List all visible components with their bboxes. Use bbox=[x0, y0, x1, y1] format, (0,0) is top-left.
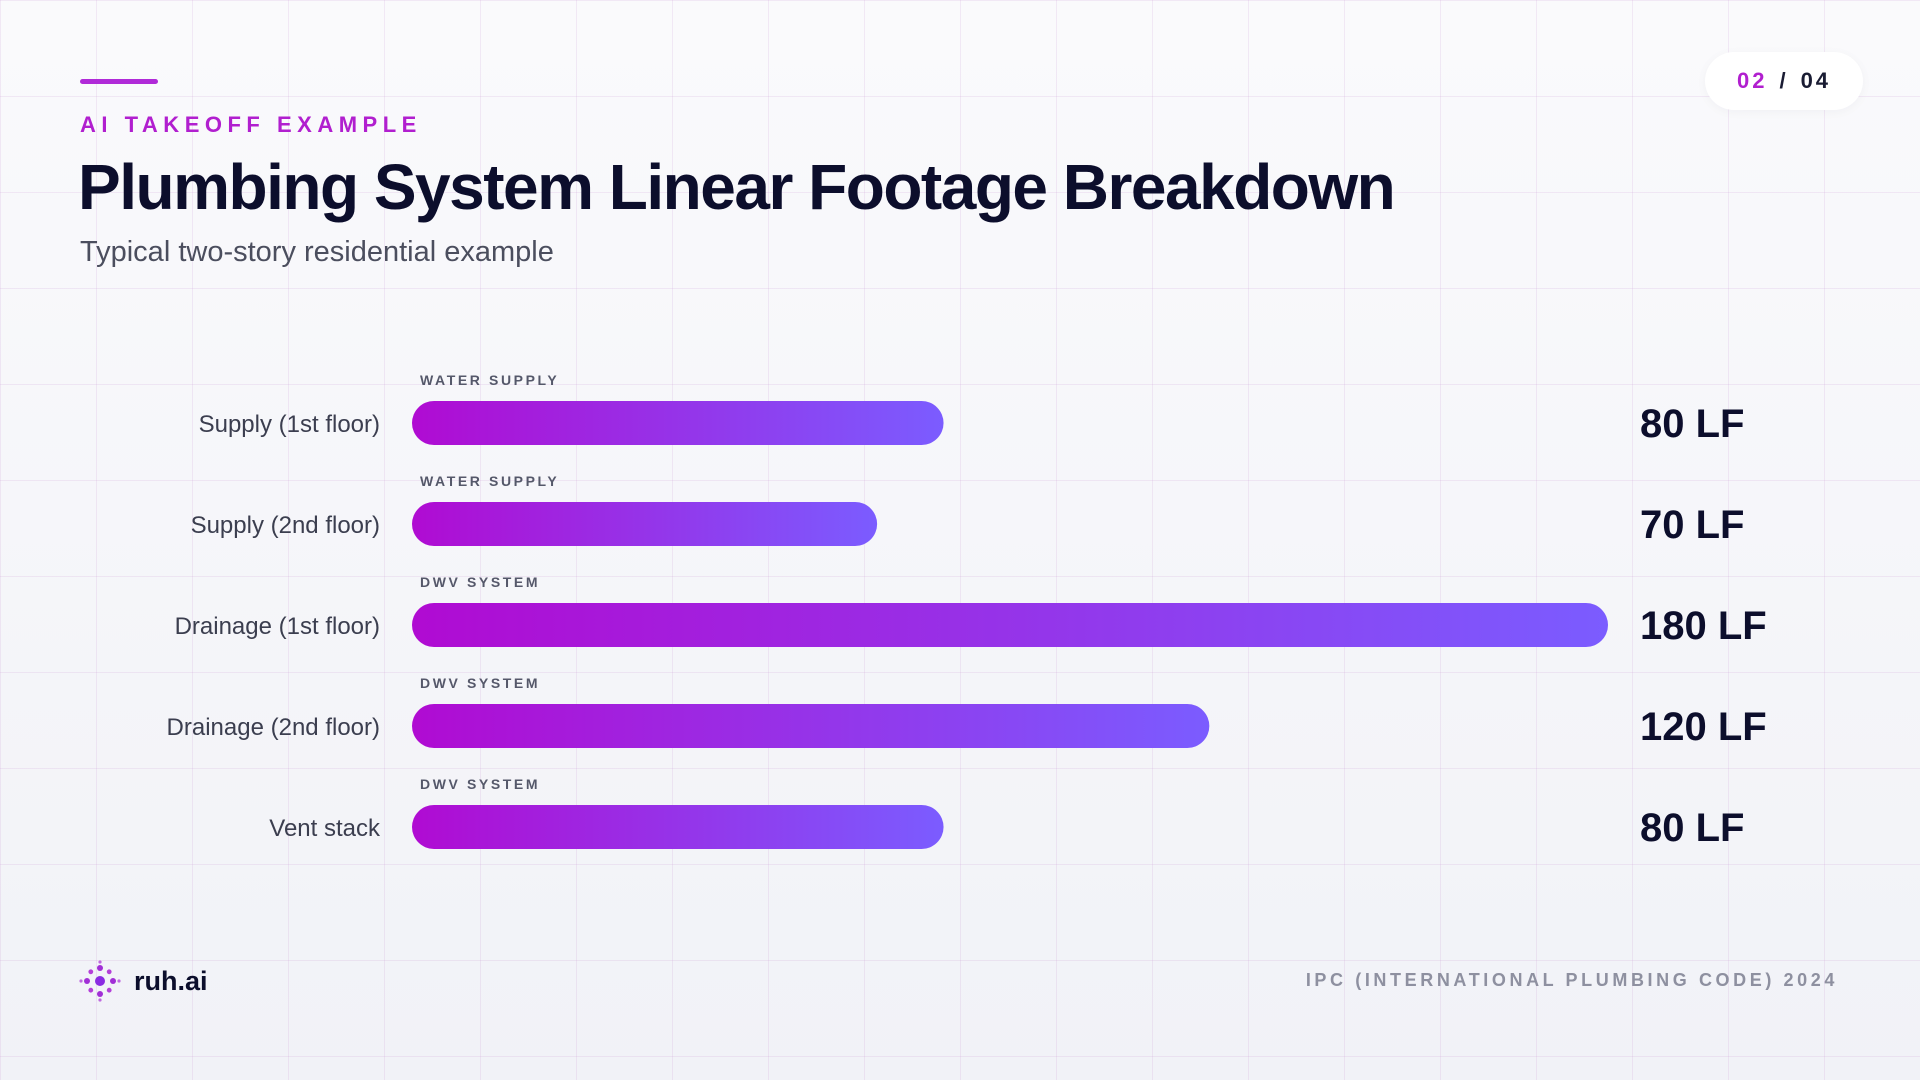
pager-separator: / bbox=[1779, 68, 1789, 93]
bar bbox=[412, 401, 944, 445]
bar-category-label: Drainage (2nd floor) bbox=[167, 714, 380, 741]
bar-group-label: WATER SUPPLY bbox=[420, 372, 559, 388]
bar-category-label: Vent stack bbox=[269, 815, 381, 842]
source-citation: IPC (INTERNATIONAL PLUMBING CODE) 2024 bbox=[1305, 970, 1838, 990]
bar-group-label: DWV SYSTEM bbox=[420, 675, 540, 691]
slide-pager: 02 / 04 bbox=[1705, 52, 1863, 110]
bar-value-label: 120 LF bbox=[1640, 705, 1767, 749]
bar bbox=[412, 704, 1210, 748]
page-subtitle: Typical two-story residential example bbox=[80, 236, 554, 268]
pager-current: 02 bbox=[1736, 68, 1768, 93]
brand-name: ruh.ai bbox=[134, 965, 208, 996]
bar-value-label: 80 LF bbox=[1640, 806, 1744, 850]
bar-value-label: 70 LF bbox=[1640, 503, 1744, 547]
bar-group-label: DWV SYSTEM bbox=[420, 574, 540, 590]
bar bbox=[412, 805, 944, 849]
pager-total: 04 bbox=[1800, 68, 1832, 93]
bar-category-label: Drainage (1st floor) bbox=[175, 613, 380, 640]
eyebrow-label: AI TAKEOFF EXAMPLE bbox=[80, 112, 422, 137]
dot-cluster-icon bbox=[79, 960, 121, 1002]
bar-value-label: 80 LF bbox=[1640, 402, 1744, 446]
bar-group-label: DWV SYSTEM bbox=[420, 776, 540, 792]
bar-category-label: Supply (1st floor) bbox=[199, 411, 380, 438]
bar-category-label: Supply (2nd floor) bbox=[191, 512, 380, 539]
bar-value-label: 180 LF bbox=[1640, 604, 1767, 648]
accent-line bbox=[80, 79, 158, 84]
bar bbox=[412, 502, 878, 546]
footer-logo[interactable]: ruh.ai bbox=[79, 960, 208, 1002]
bar-group-label: WATER SUPPLY bbox=[420, 473, 559, 489]
bar bbox=[412, 603, 1608, 647]
page-title: Plumbing System Linear Footage Breakdown bbox=[78, 151, 1396, 223]
